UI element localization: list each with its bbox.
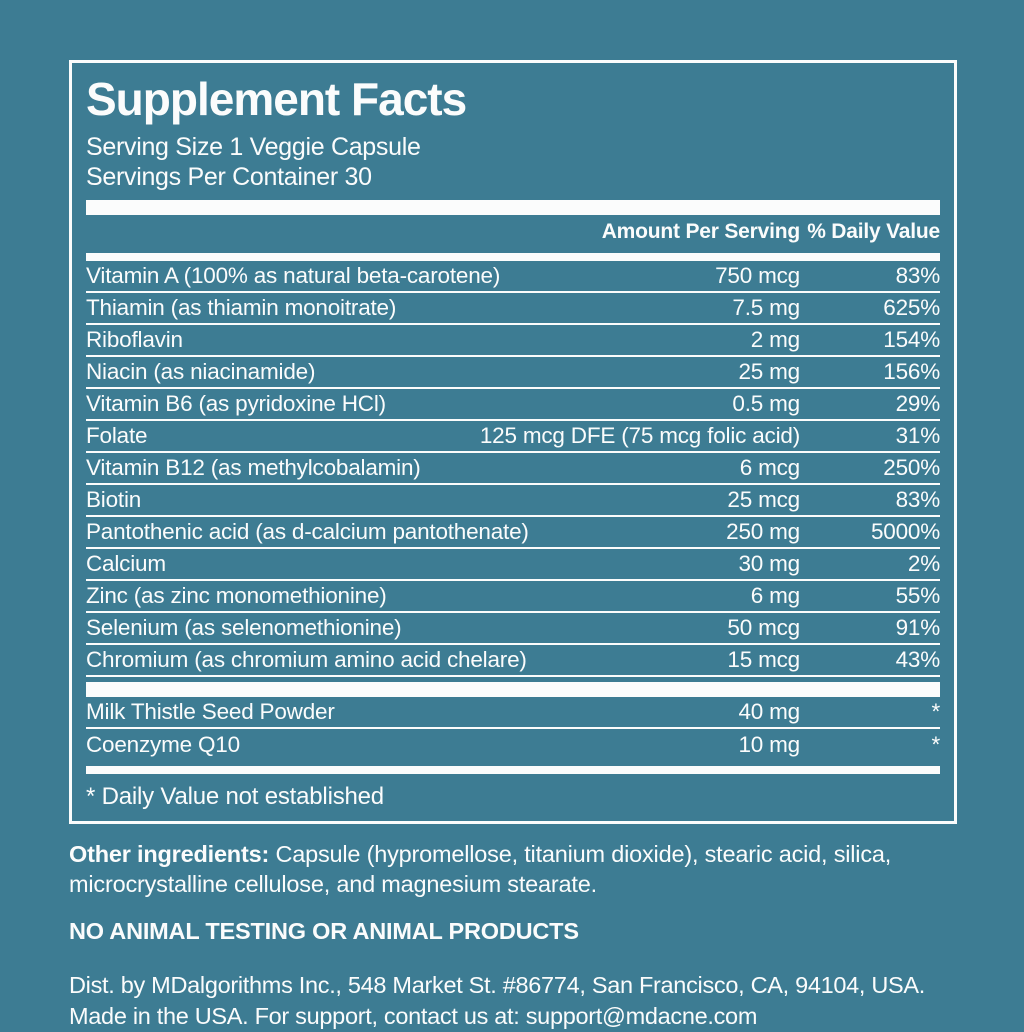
no-animal-testing-note: NO ANIMAL TESTING OR ANIMAL PRODUCTS [69,918,579,945]
other-ingredients-text: Capsule (hypromellose, titanium dioxide)… [69,841,892,898]
supplement-label: Supplement Facts Serving Size 1 Veggie C… [69,60,957,1032]
panel-title: Supplement Facts [86,73,467,125]
divider-thick-top [86,200,940,216]
table-row: Milk Thistle Seed Powder 40 mg * [86,697,940,730]
ingredient-name: Zinc (as zinc monomethionine) [86,583,387,609]
ingredient-name: Folate [86,423,148,449]
supplement-facts-panel: Supplement Facts Serving Size 1 Veggie C… [69,60,957,825]
servings-per-container: Servings Per Container 30 [86,163,372,192]
facts-table: Vitamin A (100% as natural beta-carotene… [86,261,941,678]
ingredient-daily-value: 625% [883,295,940,321]
table-row: Folate 125 mcg DFE (75 mcg folic acid) 31% [86,421,941,454]
label-footer: Other ingredients: Capsule (hypromellose… [69,839,955,1032]
ingredient-name: Vitamin B6 (as pyridoxine HCl) [86,391,386,417]
ingredient-amount: 40 mg [738,699,800,725]
ingredient-daily-value: 2% [907,551,940,577]
divider-above-footnote [86,766,940,775]
ingredient-daily-value: 29% [895,391,941,417]
ingredient-name: Vitamin A (100% as natural beta-carotene… [86,263,501,289]
daily-value-footnote: * Daily Value not established [86,783,384,811]
table-row: Vitamin B12 (as methylcobalamin) 6 mcg 250… [86,453,940,486]
ingredient-daily-value: 43% [895,647,941,673]
ingredient-name: Riboflavin [86,327,183,353]
ingredient-amount: 0.5 mg [732,391,800,417]
ingredient-amount: 6 mcg [739,455,800,481]
table-row: Selenium (as selenomethionine) 50 mcg 91% [86,613,941,646]
ingredient-daily-value: 156% [883,359,940,385]
table-row: Riboflavin 2 mg 154% [86,325,940,358]
table-row: Niacin (as niacinamide) 25 mg 156% [86,357,940,390]
table-row: Biotin 25 mcg 83% [86,485,941,518]
ingredient-amount: 250 mg [726,519,800,545]
table-row: Coenzyme Q10 10 mg * [86,729,940,761]
ingredient-daily-value: 83% [895,487,941,513]
ingredient-name: Biotin [86,487,142,513]
ingredient-name: Niacin (as niacinamide) [86,359,316,385]
ingredient-amount: 6 mg [750,583,800,609]
table-row: Pantothenic acid (as d-calcium pantothen… [86,517,940,550]
ingredient-amount: 15 mcg [727,647,800,673]
table-row: Chromium (as chromium amino acid chelare… [86,645,941,678]
ingredient-amount: 125 mcg DFE (75 mcg folic acid) [479,423,800,449]
table-row: Zinc (as zinc monomethionine) 6 mg 55% [86,581,941,614]
ingredient-name: Thiamin (as thiamin monoitrate) [86,295,397,321]
ingredient-amount: 2 mg [750,327,800,353]
facts-table-extra: Milk Thistle Seed Powder 40 mg * Coenzyme Q… [86,697,940,761]
ingredient-amount: 25 mcg [727,487,800,513]
ingredient-name: Pantothenic acid (as d-calcium pantothen… [86,519,529,545]
ingredient-daily-value: 31% [895,423,941,449]
distributor-info: Dist. by MDalgorithms Inc., 548 Market S… [69,972,926,1030]
ingredient-amount: 25 mg [738,359,800,385]
ingredient-daily-value: 5000% [870,519,940,545]
serving-size: Serving Size 1 Veggie Capsule [86,133,421,162]
ingredient-daily-value: * [931,699,940,725]
table-row: Vitamin A (100% as natural beta-carotene… [86,261,941,294]
divider-under-header [86,253,940,262]
table-header-row: Amount Per Serving % Daily Value [86,215,940,248]
ingredient-amount: 750 mcg [715,263,800,289]
ingredient-name: Calcium [86,551,166,577]
ingredient-daily-value: 83% [895,263,941,289]
ingredient-amount: 50 mcg [727,615,800,641]
table-row: Vitamin B6 (as pyridoxine HCl) 0.5 mg 29% [86,389,941,422]
ingredient-name: Chromium (as chromium amino acid chelare… [86,647,527,673]
table-row: Thiamin (as thiamin monoitrate) 7.5 mg 625… [86,293,940,326]
ingredient-daily-value: 250% [883,455,940,481]
ingredient-name: Selenium (as selenomethionine) [86,615,402,641]
ingredient-name: Coenzyme Q10 [86,732,240,758]
table-row: Calcium 30 mg 2% [86,549,940,582]
ingredient-daily-value: 154% [883,327,940,353]
ingredient-name: Vitamin B12 (as methylcobalamin) [86,455,421,481]
ingredient-amount: 10 mg [738,732,800,758]
divider-thick-middle [86,682,940,698]
other-ingredients-label: Other ingredients: [69,841,270,868]
ingredient-name: Milk Thistle Seed Powder [86,699,335,725]
ingredient-amount: 30 mg [738,551,800,577]
ingredient-amount: 7.5 mg [732,295,800,321]
ingredient-daily-value: * [931,732,940,758]
column-header-daily-value: % Daily Value [807,219,940,243]
column-header-amount: Amount Per Serving [601,219,800,243]
ingredient-daily-value: 91% [895,615,941,641]
ingredient-daily-value: 55% [895,583,941,609]
other-ingredients: Other ingredients: Capsule (hypromellose… [69,839,955,899]
